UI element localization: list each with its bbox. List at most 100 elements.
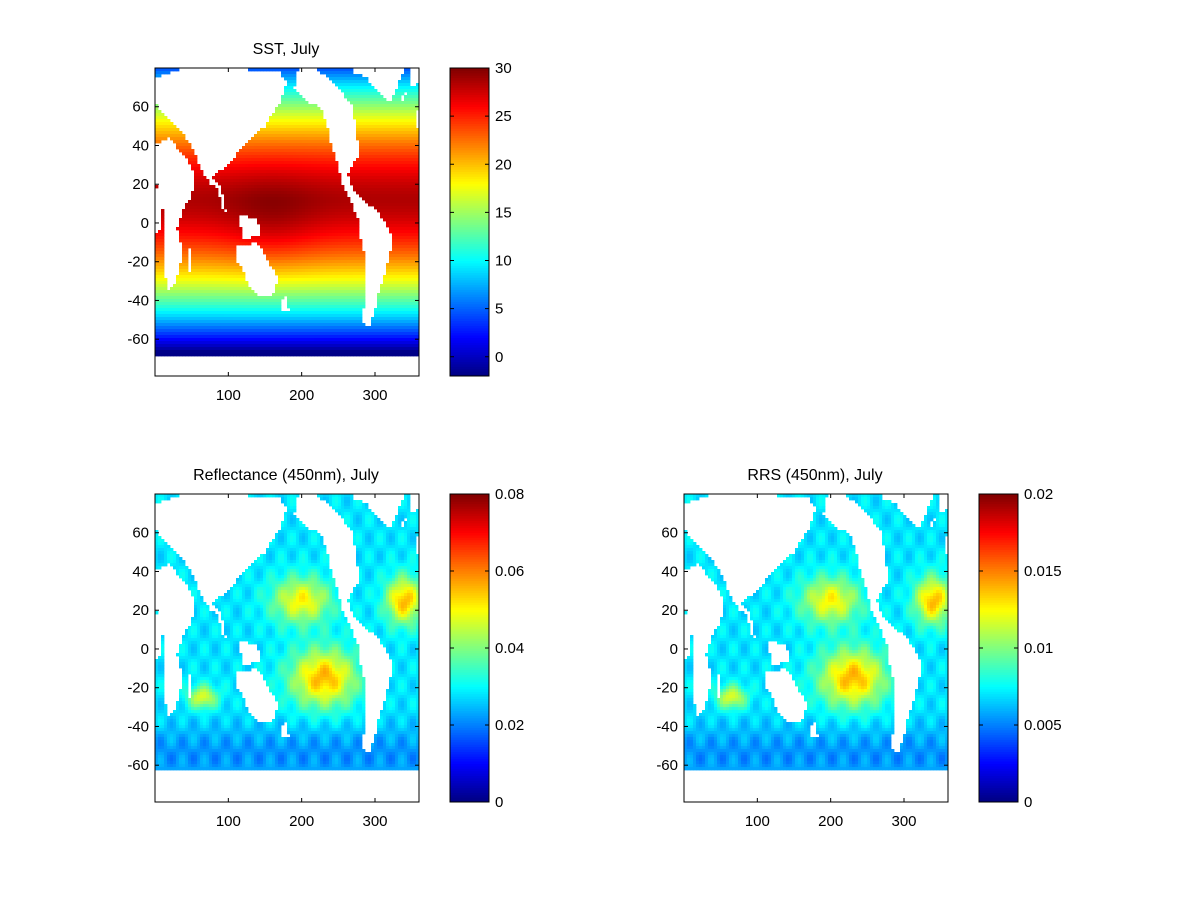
heatmap-cell	[281, 194, 285, 198]
heatmap-cell	[260, 185, 264, 189]
heatmap-cell	[362, 332, 366, 336]
heatmap-cell	[242, 281, 246, 285]
heatmap-cell	[221, 344, 225, 348]
heatmap-cell	[347, 257, 351, 261]
heatmap-cell	[335, 353, 339, 357]
heatmap-cell	[323, 134, 327, 138]
heatmap-cell	[272, 155, 276, 159]
heatmap-cell	[287, 161, 291, 165]
heatmap-cell	[194, 269, 198, 273]
heatmap-cell	[269, 317, 273, 321]
heatmap-cell	[251, 308, 255, 312]
heatmap-cell	[296, 158, 300, 162]
heatmap-cell	[263, 179, 267, 183]
heatmap-cell	[332, 275, 336, 279]
heatmap-cell	[179, 233, 183, 237]
heatmap-cell	[269, 353, 273, 357]
heatmap-cell	[236, 296, 240, 300]
heatmap-cell	[251, 146, 255, 150]
heatmap-cell	[377, 95, 381, 99]
heatmap-cell	[275, 266, 279, 270]
heatmap-cell	[206, 350, 210, 354]
heatmap-cell	[305, 143, 309, 147]
heatmap-cell	[200, 320, 204, 324]
heatmap-cell	[206, 266, 210, 270]
heatmap-cell	[197, 284, 201, 288]
heatmap-cell	[248, 347, 252, 351]
heatmap-cell	[368, 125, 372, 129]
heatmap-cell	[275, 287, 279, 291]
heatmap-cell	[224, 308, 228, 312]
heatmap-cell	[320, 296, 324, 300]
heatmap-cell	[287, 110, 291, 114]
heatmap-cell	[350, 242, 354, 246]
heatmap-cell	[368, 146, 372, 150]
heatmap-cell	[323, 314, 327, 318]
heatmap-cell	[302, 335, 306, 339]
heatmap-cell	[329, 200, 333, 204]
heatmap-cell	[323, 167, 327, 171]
heatmap-cell	[314, 116, 318, 120]
heatmap-cell	[290, 266, 294, 270]
heatmap-cell	[212, 338, 216, 342]
heatmap-cell	[245, 185, 249, 189]
heatmap-cell	[194, 254, 198, 258]
heatmap-cell	[290, 305, 294, 309]
heatmap-cell	[200, 323, 204, 327]
heatmap-cell	[317, 131, 321, 135]
heatmap-cell	[248, 212, 252, 216]
heatmap-cell	[293, 248, 297, 252]
heatmap-cell	[248, 353, 252, 357]
heatmap-cell	[284, 224, 288, 228]
heatmap-cell	[320, 173, 324, 177]
heatmap-cell	[344, 326, 348, 330]
heatmap-cell	[311, 155, 315, 159]
heatmap-cell	[347, 317, 351, 321]
heatmap-cell	[164, 308, 168, 312]
heatmap-cell	[245, 152, 249, 156]
heatmap-cell	[251, 176, 255, 180]
heatmap-cell	[353, 284, 357, 288]
heatmap-cell	[281, 98, 285, 102]
heatmap-cell	[191, 281, 195, 285]
heatmap-cell	[233, 260, 237, 264]
heatmap-cell	[350, 260, 354, 264]
heatmap-cell	[299, 221, 303, 225]
heatmap-cell	[221, 191, 225, 195]
heatmap-cell	[236, 176, 240, 180]
heatmap-cell	[263, 131, 267, 135]
heatmap-cell	[197, 191, 201, 195]
heatmap-cell	[182, 311, 186, 315]
heatmap-cell	[185, 335, 189, 339]
heatmap-cell	[212, 251, 216, 255]
heatmap-cell	[350, 272, 354, 276]
heatmap-cell	[317, 329, 321, 333]
heatmap-cell	[230, 293, 234, 297]
heatmap-cell	[317, 320, 321, 324]
heatmap-cell	[311, 203, 315, 207]
heatmap-cell	[161, 125, 165, 129]
heatmap-cell	[359, 263, 363, 267]
heatmap-cell	[377, 197, 381, 201]
heatmap-cell	[305, 266, 309, 270]
heatmap-cell	[320, 218, 324, 222]
heatmap-cell	[296, 137, 300, 141]
heatmap-cell	[191, 308, 195, 312]
heatmap-cell	[215, 269, 219, 273]
heatmap-cell	[338, 71, 342, 75]
heatmap-cell	[302, 323, 306, 327]
heatmap-cell	[371, 98, 375, 102]
heatmap-cell	[377, 308, 381, 312]
heatmap-cell	[233, 290, 237, 294]
heatmap-cell	[194, 311, 198, 315]
heatmap-cell	[317, 191, 321, 195]
heatmap-cell	[365, 152, 369, 156]
heatmap-cell	[278, 128, 282, 132]
heatmap-cell	[293, 116, 297, 120]
heatmap-cell	[353, 329, 357, 333]
heatmap-cell	[326, 272, 330, 276]
heatmap-cell	[383, 113, 387, 117]
heatmap-cell	[242, 197, 246, 201]
heatmap-cell	[191, 254, 195, 258]
heatmap-cell	[305, 269, 309, 273]
